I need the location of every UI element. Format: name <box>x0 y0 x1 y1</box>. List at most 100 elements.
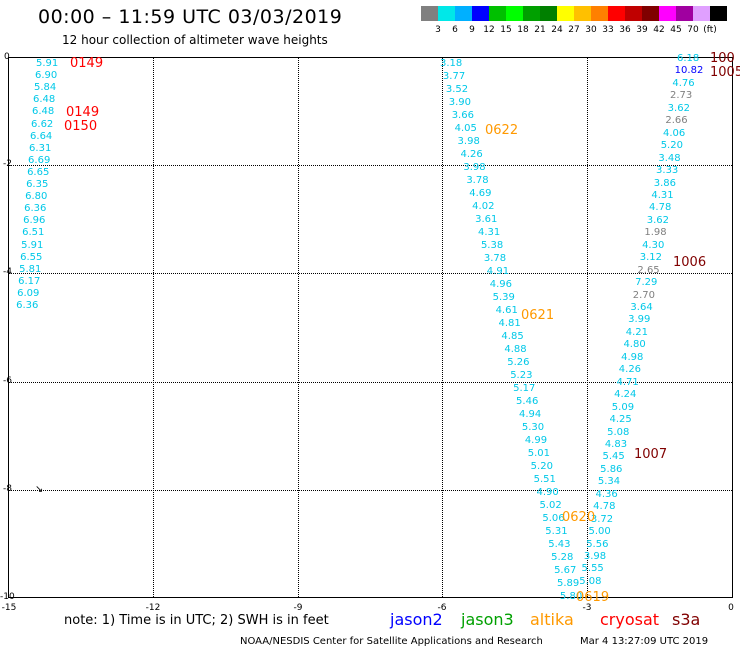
right-track-value: 4.78 <box>593 501 616 513</box>
right-track-value: 4.76 <box>672 77 695 89</box>
right-track-value: 3.72 <box>590 513 614 525</box>
x-tick-label: -6 <box>437 603 447 613</box>
color-scale-swatch <box>574 6 591 21</box>
middle-track-value: 3.61 <box>475 214 498 225</box>
color-scale-label: 39 <box>636 25 648 35</box>
left-track-value: 6.51 <box>22 227 45 239</box>
right-track-value: 4.80 <box>623 339 646 351</box>
right-track-value: 5.55 <box>581 563 604 575</box>
y-tick-label: -10 <box>0 592 15 602</box>
color-scale-swatch <box>438 6 455 21</box>
middle-track-value: 4.88 <box>504 344 527 355</box>
legend-item-jason3: jason3 <box>461 610 514 629</box>
color-scale-label: 6 <box>452 25 458 35</box>
color-scale-label: 45 <box>670 25 682 35</box>
left-track-value: 6.35 <box>26 179 49 190</box>
color-scale-label: 18 <box>517 25 529 35</box>
right-track-value: 2.65 <box>637 264 660 276</box>
left-track-value: 6.96 <box>23 215 46 227</box>
pass-time-label: 0622 <box>485 123 519 138</box>
left-track-value: 6.69 <box>28 154 51 166</box>
footer-credit: NOAA/NESDIS Center for Satellite Applica… <box>240 636 543 647</box>
color-scale-label: (ft) <box>703 25 717 35</box>
middle-track-value: 5.23 <box>510 370 533 381</box>
middle-track-value: 5.43 <box>548 539 571 550</box>
right-track-value: 3.48 <box>658 152 681 164</box>
pass-time-label: 100 <box>710 51 735 66</box>
right-track-value: 4.71 <box>616 376 639 388</box>
color-scale-label: 33 <box>602 25 614 35</box>
grid-line-x-minus-6 <box>442 58 443 597</box>
y-tick-label: -4 <box>3 267 12 277</box>
right-track-value: 3.12 <box>639 252 662 264</box>
middle-track-value: 3.78 <box>483 253 507 264</box>
color-scale-swatch <box>642 6 659 21</box>
grid-line-y-minus-2 <box>9 165 732 166</box>
middle-track-value: 5.20 <box>530 461 553 472</box>
middle-track-value: 3.98 <box>463 162 486 173</box>
left-track-value: 6.65 <box>27 166 50 178</box>
color-scale-label: 3 <box>435 25 441 35</box>
right-track-value: 3.62 <box>646 214 669 226</box>
left-track-value: 6.36 <box>16 300 39 311</box>
left-track-value: 6.09 <box>17 287 40 299</box>
middle-track-value: 4.26 <box>460 149 483 160</box>
right-track-value: 5.86 <box>600 463 623 475</box>
color-scale-label: 12 <box>483 25 495 35</box>
color-scale-label: 36 <box>619 25 631 35</box>
color-scale-label: 24 <box>551 25 563 35</box>
right-track-value: 3.62 <box>667 102 690 114</box>
pass-time-label: 0621 <box>521 308 555 323</box>
right-track-value: 5.08 <box>579 575 602 587</box>
right-track-value: 5.20 <box>660 140 683 152</box>
grid-line-x-minus-12 <box>153 58 154 597</box>
left-track-value: 6.62 <box>31 118 54 130</box>
middle-track-value: 5.38 <box>480 240 504 251</box>
pass-time-label: 0619 <box>576 590 610 605</box>
middle-track-value: 5.01 <box>527 448 551 459</box>
grid-line-y-minus-4 <box>9 273 732 274</box>
middle-track-value: 4.69 <box>469 188 492 199</box>
left-track-value: 6.64 <box>30 130 53 142</box>
right-track-value: 3.99 <box>628 314 651 326</box>
color-scale-label: 27 <box>568 25 580 35</box>
left-track-value: 6.80 <box>25 191 48 203</box>
right-track-value: 2.70 <box>632 289 656 301</box>
map-subtitle: 12 hour collection of altimeter wave hei… <box>62 33 328 47</box>
right-track-value: 3.64 <box>630 302 653 313</box>
right-track-value: 4.24 <box>614 389 637 401</box>
y-tick-label: -2 <box>3 159 12 169</box>
color-scale-label: 15 <box>500 25 512 35</box>
y-tick-label: -6 <box>3 376 12 386</box>
x-tick-label: -9 <box>293 603 303 613</box>
footer-timestamp: Mar 4 13:27:09 UTC 2019 <box>580 636 709 647</box>
right-track-value: 3.33 <box>656 165 679 177</box>
legend-item-altika: altika <box>530 610 574 629</box>
middle-track-value: 5.67 <box>554 565 577 576</box>
middle-track-value: 4.90 <box>536 487 559 498</box>
middle-track-value: 5.26 <box>507 357 530 368</box>
pass-time-label: 0149 <box>66 105 100 120</box>
right-track-value: 4.30 <box>642 239 665 251</box>
right-track-value: 4.06 <box>663 127 686 139</box>
color-scale-swatch <box>455 6 472 21</box>
x-tick-label: -15 <box>1 603 17 613</box>
middle-track-value: 5.30 <box>521 422 545 433</box>
middle-track-value: 4.81 <box>498 318 521 329</box>
right-track-value: 4.83 <box>604 438 628 450</box>
grid-line-x-minus-3 <box>587 58 588 597</box>
left-track-value: 6.17 <box>18 275 41 287</box>
color-scale-swatch <box>489 6 506 21</box>
middle-track-value: 4.61 <box>495 305 518 316</box>
legend-item-cryosat: cryosat <box>600 610 660 629</box>
right-track-value: 5.34 <box>597 476 621 488</box>
middle-track-value: 4.05 <box>454 123 477 134</box>
middle-track-value: 3.90 <box>448 97 472 108</box>
right-track-value: 4.31 <box>651 189 674 201</box>
y-tick-label: -8 <box>3 484 12 494</box>
middle-track-value: 5.06 <box>542 513 565 524</box>
grid-line-y-minus-8 <box>9 490 732 491</box>
note-text: note: 1) Time is in UTC; 2) SWH is in fe… <box>64 613 329 628</box>
pass-time-label: 0149 <box>70 56 104 71</box>
left-track-value: 6.48 <box>33 94 56 106</box>
